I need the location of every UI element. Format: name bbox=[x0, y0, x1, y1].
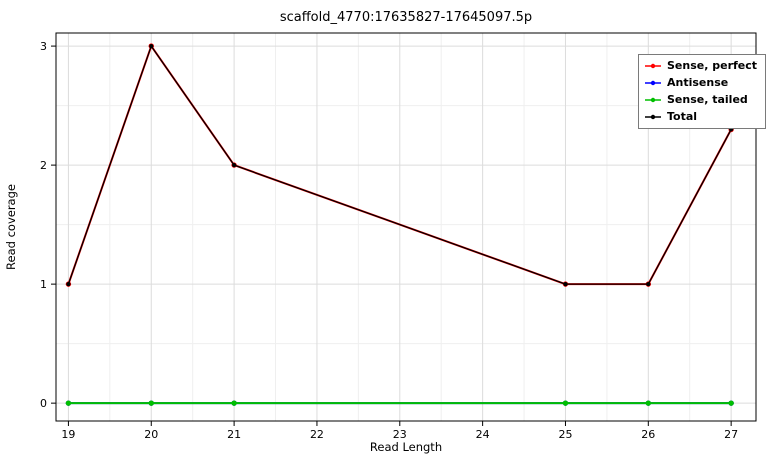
x-tick-label: 20 bbox=[144, 428, 158, 441]
y-axis-label: Read coverage bbox=[4, 184, 18, 270]
legend-label: Sense, perfect bbox=[667, 59, 758, 72]
y-tick-label: 0 bbox=[40, 397, 47, 410]
legend-item: Total bbox=[644, 110, 757, 124]
x-tick-label: 22 bbox=[310, 428, 324, 441]
legend-item: Sense, perfect bbox=[644, 59, 757, 73]
x-tick-label: 27 bbox=[724, 428, 738, 441]
x-tick-label: 23 bbox=[393, 428, 407, 441]
legend-key-icon bbox=[645, 80, 661, 86]
legend-box: Sense, perfect Antisense Sense, tailed Tota… bbox=[638, 54, 767, 129]
series-sense-tailed bbox=[65, 400, 734, 406]
x-tick-label: 19 bbox=[61, 428, 75, 441]
chart-title: scaffold_4770:17635827-17645097.5p bbox=[280, 10, 532, 25]
x-tick-label: 25 bbox=[558, 428, 572, 441]
x-tick-label: 21 bbox=[227, 428, 241, 441]
legend-item: Antisense bbox=[644, 76, 757, 90]
x-axis-label: Read Length bbox=[370, 440, 442, 454]
legend-label: Total bbox=[667, 110, 698, 123]
legend-label: Sense, tailed bbox=[667, 93, 748, 106]
legend-key-icon bbox=[645, 63, 661, 69]
legend-label: Antisense bbox=[667, 76, 729, 89]
legend-key-icon bbox=[645, 114, 661, 120]
grid-minor bbox=[56, 33, 756, 421]
x-tick-label: 24 bbox=[476, 428, 490, 441]
axis-ticks bbox=[51, 45, 732, 426]
x-tick-labels: 19 20 21 22 23 24 25 26 27 bbox=[61, 428, 738, 441]
legend-item: Sense, tailed bbox=[644, 93, 757, 107]
y-tick-label: 3 bbox=[40, 40, 47, 53]
y-tick-label: 2 bbox=[40, 159, 47, 172]
panel-border bbox=[55, 32, 757, 422]
y-tick-labels: 0 1 2 3 bbox=[40, 40, 47, 410]
x-tick-label: 26 bbox=[641, 428, 655, 441]
legend-key-icon bbox=[645, 97, 661, 103]
y-tick-label: 1 bbox=[40, 278, 47, 291]
series-total bbox=[66, 43, 734, 287]
